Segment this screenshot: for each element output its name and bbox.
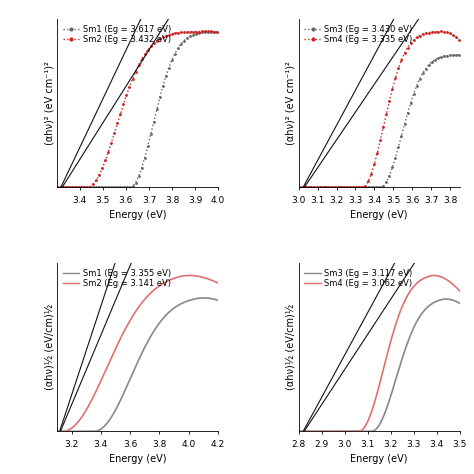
Legend: Sm1 (Eg = 3.355 eV), Sm2 (Eg = 3.141 eV): Sm1 (Eg = 3.355 eV), Sm2 (Eg = 3.141 eV) [61, 267, 173, 290]
Legend: Sm3 (Eg = 3.117 eV), Sm4 (Eg = 3.062 eV): Sm3 (Eg = 3.117 eV), Sm4 (Eg = 3.062 eV) [303, 267, 414, 290]
Y-axis label: (αhν)½ (eV/cm)½: (αhν)½ (eV/cm)½ [44, 304, 54, 390]
Y-axis label: (αhν)² (eV cm⁻¹)²: (αhν)² (eV cm⁻¹)² [44, 61, 54, 145]
Y-axis label: (αhν)² (eV cm⁻¹)²: (αhν)² (eV cm⁻¹)² [286, 61, 296, 145]
X-axis label: Energy (eV): Energy (eV) [350, 454, 408, 464]
X-axis label: Energy (eV): Energy (eV) [109, 210, 166, 220]
Y-axis label: (αhν)½ (eV/cm)½: (αhν)½ (eV/cm)½ [286, 304, 296, 390]
X-axis label: Energy (eV): Energy (eV) [350, 210, 408, 220]
X-axis label: Energy (eV): Energy (eV) [109, 454, 166, 464]
Legend: Sm3 (Eg = 3.430 eV), Sm4 (Eg = 3.335 eV): Sm3 (Eg = 3.430 eV), Sm4 (Eg = 3.335 eV) [303, 23, 414, 46]
Legend: Sm1 (Eg = 3.617 eV), Sm2 (Eg = 3.432 eV): Sm1 (Eg = 3.617 eV), Sm2 (Eg = 3.432 eV) [61, 23, 173, 46]
